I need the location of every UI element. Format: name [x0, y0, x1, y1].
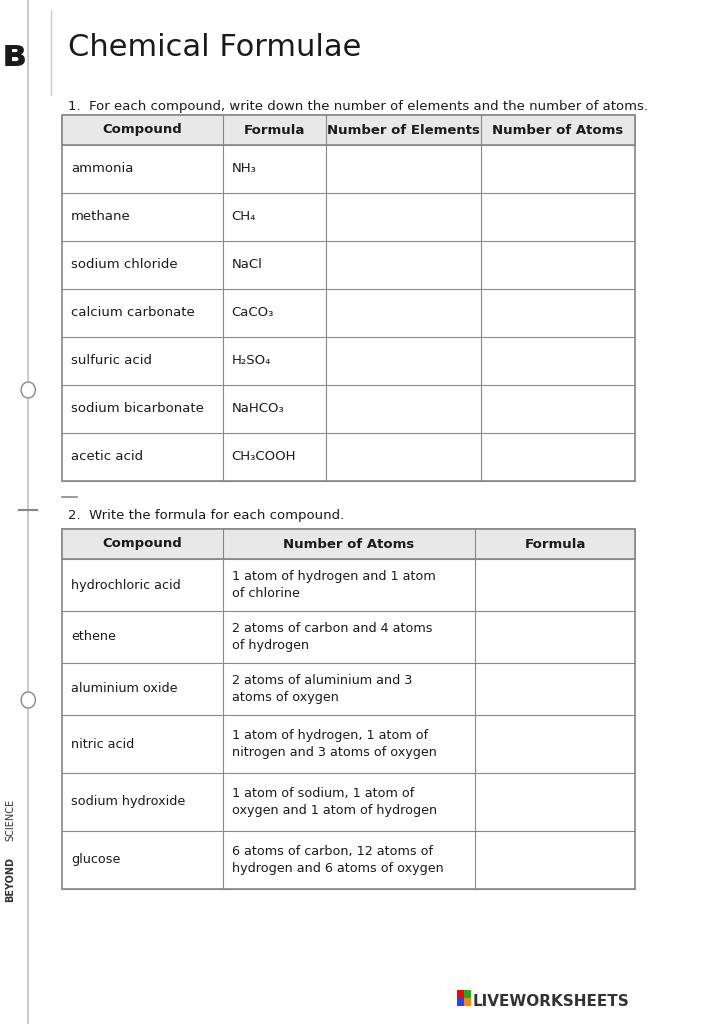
Text: Chemical Formulae: Chemical Formulae	[68, 34, 362, 62]
Text: NaCl: NaCl	[231, 258, 262, 271]
Text: NH₃: NH₃	[231, 163, 257, 175]
Text: ʙ: ʙ	[1, 36, 26, 74]
Text: Formula: Formula	[524, 538, 586, 551]
Text: methane: methane	[71, 211, 130, 223]
Text: Number of Atoms: Number of Atoms	[283, 538, 415, 551]
Bar	[464, 998, 471, 1006]
Text: sodium bicarbonate: sodium bicarbonate	[71, 402, 204, 416]
Bar	[62, 529, 635, 559]
Text: aluminium oxide: aluminium oxide	[71, 683, 178, 695]
Text: CH₃COOH: CH₃COOH	[231, 451, 296, 464]
Bar	[62, 115, 635, 145]
Text: acetic acid: acetic acid	[71, 451, 144, 464]
Text: 2 atoms of aluminium and 3
atoms of oxygen: 2 atoms of aluminium and 3 atoms of oxyg…	[231, 674, 412, 705]
Text: 1.  For each compound, write down the number of elements and the number of atoms: 1. For each compound, write down the num…	[68, 100, 648, 113]
Text: CaCO₃: CaCO₃	[231, 306, 274, 319]
Text: CH₄: CH₄	[231, 211, 256, 223]
Text: BEYOND: BEYOND	[5, 857, 15, 902]
Text: 1 atom of hydrogen and 1 atom
of chlorine: 1 atom of hydrogen and 1 atom of chlorin…	[231, 570, 435, 600]
Text: 2.  Write the formula for each compound.: 2. Write the formula for each compound.	[68, 509, 344, 522]
Bar	[464, 990, 471, 998]
Text: SCIENCE: SCIENCE	[5, 799, 15, 841]
Text: H₂SO₄: H₂SO₄	[231, 354, 271, 368]
Text: sodium hydroxide: sodium hydroxide	[71, 796, 186, 809]
Text: glucose: glucose	[71, 853, 120, 866]
Bar	[62, 115, 635, 481]
Bar	[457, 990, 464, 998]
Circle shape	[21, 382, 36, 398]
Text: NaHCO₃: NaHCO₃	[231, 402, 284, 416]
Text: ethene: ethene	[71, 631, 116, 643]
Circle shape	[21, 692, 36, 708]
Text: 6 atoms of carbon, 12 atoms of
hydrogen and 6 atoms of oxygen: 6 atoms of carbon, 12 atoms of hydrogen …	[231, 845, 444, 874]
Text: Compound: Compound	[102, 124, 182, 136]
Text: nitric acid: nitric acid	[71, 737, 134, 751]
Bar	[62, 529, 635, 889]
Text: Compound: Compound	[102, 538, 182, 551]
Text: hydrochloric acid: hydrochloric acid	[71, 579, 181, 592]
Text: Formula: Formula	[244, 124, 305, 136]
Text: 1 atom of sodium, 1 atom of
oxygen and 1 atom of hydrogen: 1 atom of sodium, 1 atom of oxygen and 1…	[231, 787, 436, 817]
Text: 2 atoms of carbon and 4 atoms
of hydrogen: 2 atoms of carbon and 4 atoms of hydroge…	[231, 622, 432, 652]
Text: 1 atom of hydrogen, 1 atom of
nitrogen and 3 atoms of oxygen: 1 atom of hydrogen, 1 atom of nitrogen a…	[231, 729, 436, 759]
Text: Number of Elements: Number of Elements	[327, 124, 480, 136]
Bar	[457, 998, 464, 1006]
Text: sulfuric acid: sulfuric acid	[71, 354, 152, 368]
Text: Number of Atoms: Number of Atoms	[492, 124, 624, 136]
Text: calcium carbonate: calcium carbonate	[71, 306, 195, 319]
Text: ammonia: ammonia	[71, 163, 133, 175]
Text: sodium chloride: sodium chloride	[71, 258, 178, 271]
Text: LIVEWORKSHEETS: LIVEWORKSHEETS	[473, 994, 629, 1009]
